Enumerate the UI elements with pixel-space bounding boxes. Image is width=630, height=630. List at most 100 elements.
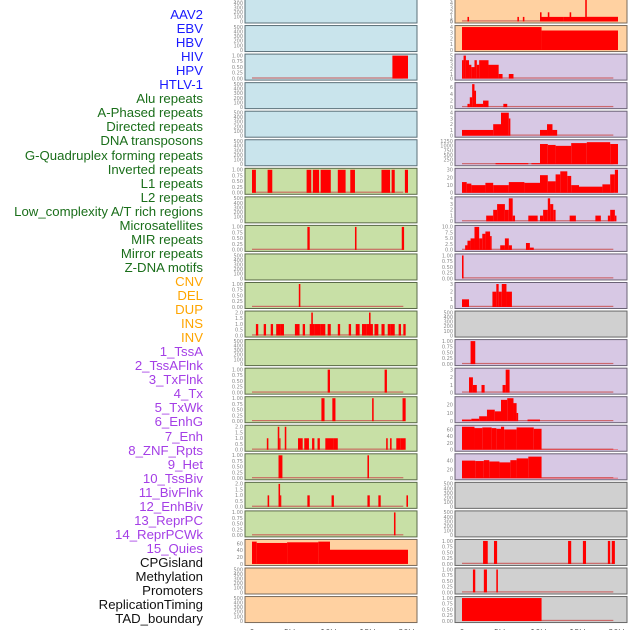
track-label: Z-DNA motifs [124,259,203,275]
signal-bar [508,118,511,136]
panel-background [454,567,628,595]
signal-bar [512,215,516,222]
y-tick-label: 0.25 [232,385,243,391]
y-tick-label: 0.25 [232,299,243,305]
signal-bar [312,169,320,193]
y-tick-label: 0.75 [232,59,243,65]
track-label: 2_TssAFlnk [134,358,203,374]
y-tick-label: 0.50 [232,465,243,471]
signal-bar [398,324,401,336]
y-tick-label: 0.5 [235,499,243,505]
y-tick-label: 0.00 [442,562,453,568]
signal-bar [531,163,540,165]
signal-bar [280,324,284,336]
y-tick-label: 100 [233,157,243,163]
baseline [462,277,614,279]
y-tick-label: 0.00 [232,305,243,311]
y-tick-label: 0.50 [442,550,453,556]
track-label: 9_Het [167,456,203,472]
signal-bar [504,238,509,250]
signal-bar [337,169,346,193]
signal-bar [525,243,530,250]
y-tick-label: 300 [233,120,243,126]
signal-bar [381,169,391,193]
signal-bar [355,324,360,336]
signal-bar [492,291,497,307]
signal-bar [278,483,281,507]
track-label: 13_ReprPC [134,512,203,528]
y-tick-label: 1.00 [232,453,243,459]
signal-bar [267,495,270,507]
signal-bar [607,215,611,222]
signal-bar [280,495,282,507]
y-tick-label: 3 [450,202,453,208]
y-tick-label: 300 [443,491,453,497]
signal-bar [306,169,312,193]
y-tick-label: 0.75 [232,373,243,379]
signal-bar [471,67,475,79]
y-tick-label: 20 [447,403,453,409]
panel-background [454,538,628,566]
signal-bar [312,438,315,450]
y-tick-label: 500 [233,339,243,345]
y-tick-label: 200 [233,96,243,102]
y-tick-label: 0.00 [442,590,453,596]
signal-bar [555,174,561,193]
y-tick-label: 30 [447,168,453,174]
signal-bar [462,60,464,79]
signal-bar [267,169,273,193]
y-tick-label: 0.25 [232,71,243,77]
panel-background [244,53,418,81]
signal-bar [317,438,320,450]
track-panel: 0.00.51.01.52.0 [235,425,418,454]
baseline [462,305,614,307]
y-tick-label: 0.00 [232,76,243,82]
baseline [462,20,614,22]
y-tick-label: 0.75 [442,345,453,351]
track-label: Directed repeats [106,119,203,135]
y-tick-label: 400 [233,600,243,606]
y-tick-label: 2 [450,10,453,16]
y-tick-label: 0.50 [442,350,453,356]
y-tick-label: 0.00 [232,191,243,197]
y-tick-label: 4 [450,25,453,31]
y-tick-label: 40 [237,548,243,554]
signal-bar [390,438,392,450]
y-tick-label: 0.00 [232,419,243,425]
signal-bar [278,455,283,479]
signal-bar [569,12,572,22]
signal-bar [553,209,556,222]
baseline [252,305,404,307]
y-tick-label: 200 [233,581,243,587]
signal-bar [470,341,476,365]
signal-bar [475,461,484,479]
signal-bar [462,182,467,193]
signal-bar [483,460,490,479]
y-tick-label: 0 [240,105,243,111]
signal-bar [476,103,484,108]
baseline [462,134,614,136]
baseline [252,534,404,536]
y-tick-label: 1 [450,213,453,219]
panel-background [244,25,418,53]
signal-bar [462,129,494,136]
panel-background [244,596,418,624]
track-label: ReplicationTiming [98,597,203,613]
y-tick-label: 0.25 [442,356,453,362]
signal-bar [481,384,485,393]
signal-bar [369,312,371,336]
y-tick-label: 400 [233,29,243,35]
signal-bar [569,215,576,222]
signal-bar [469,64,472,79]
y-tick-label: 0.25 [442,271,453,277]
y-tick-label: 0 [450,162,453,168]
signal-bar [506,291,512,307]
track-label: 7_Enh [164,428,203,444]
track-label: 12_EnhBiv [139,498,203,514]
signal-bar [304,438,309,450]
y-tick-label: 100 [443,500,453,506]
y-tick-label: 1.00 [442,596,453,602]
